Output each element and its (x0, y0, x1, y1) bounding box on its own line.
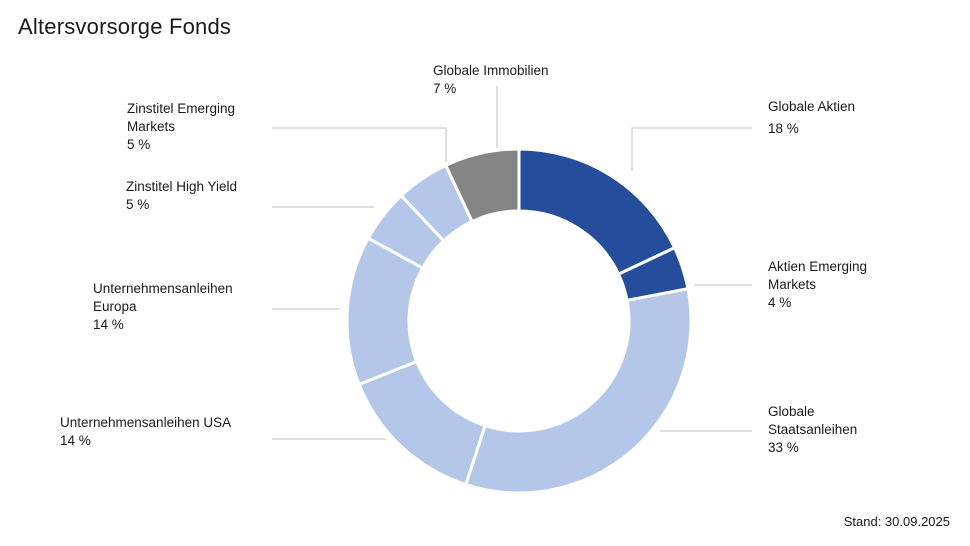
slice-value-label: 7 % (433, 81, 456, 96)
slice-globale-immobilien (443, 147, 521, 224)
slice-name-label: Markets (768, 277, 816, 292)
slice-value-label: 18 % (768, 121, 799, 136)
slice-name-label: Globale Aktien (768, 99, 855, 114)
label-unternehmensanleihen-europa: Unternehmensanleihen Europa 14 % (93, 281, 233, 332)
slice-name-label: Unternehmensanleihen (93, 281, 233, 296)
slice-name-label: Globale (768, 404, 815, 419)
slice-value-label: 33 % (768, 440, 799, 455)
slice-value-label: 14 % (93, 317, 124, 332)
slice-name-label: Staatsanleihen (768, 422, 857, 437)
leader-line-globale-aktien (631, 127, 752, 171)
slice-name-label: Unternehmensanleihen USA (60, 415, 231, 430)
slice-unternehmensanleihen-usa (357, 359, 487, 487)
slice-globale-staatsanleihen (463, 287, 693, 495)
slice-name-label: Globale Immobilien (433, 63, 549, 78)
slice-name-label: Zinstitel Emerging (127, 101, 235, 116)
slice-value-label: 5 % (127, 137, 150, 152)
slice-name-label: Europa (93, 299, 137, 314)
label-globale-aktien: Globale Aktien 18 % (768, 99, 855, 136)
label-aktien-em: Aktien Emerging Markets 4 % (768, 259, 867, 310)
leader-line-zinstitel-em (272, 127, 447, 162)
slice-globale-aktien (517, 147, 677, 277)
label-zinstitel-high-yield: Zinstitel High Yield 5 % (126, 179, 237, 212)
slice-name-label: Markets (127, 119, 175, 134)
slice-value-label: 14 % (60, 433, 91, 448)
label-globale-immobilien: Globale Immobilien 7 % (433, 63, 549, 96)
label-zinstitel-em: Zinstitel Emerging Markets 5 % (127, 101, 235, 152)
slice-name-label: Zinstitel High Yield (126, 179, 237, 194)
chart-title: Altersvorsorge Fonds (18, 14, 232, 39)
label-unternehmensanleihen-usa: Unternehmensanleihen USA 14 % (60, 415, 231, 448)
label-globale-staatsanleihen: Globale Staatsanleihen 33 % (768, 404, 857, 455)
slice-name-label: Aktien Emerging (768, 259, 867, 274)
stand-date: Stand: 30.09.2025 (843, 514, 950, 529)
slice-value-label: 4 % (768, 295, 791, 310)
slice-value-label: 5 % (126, 197, 149, 212)
